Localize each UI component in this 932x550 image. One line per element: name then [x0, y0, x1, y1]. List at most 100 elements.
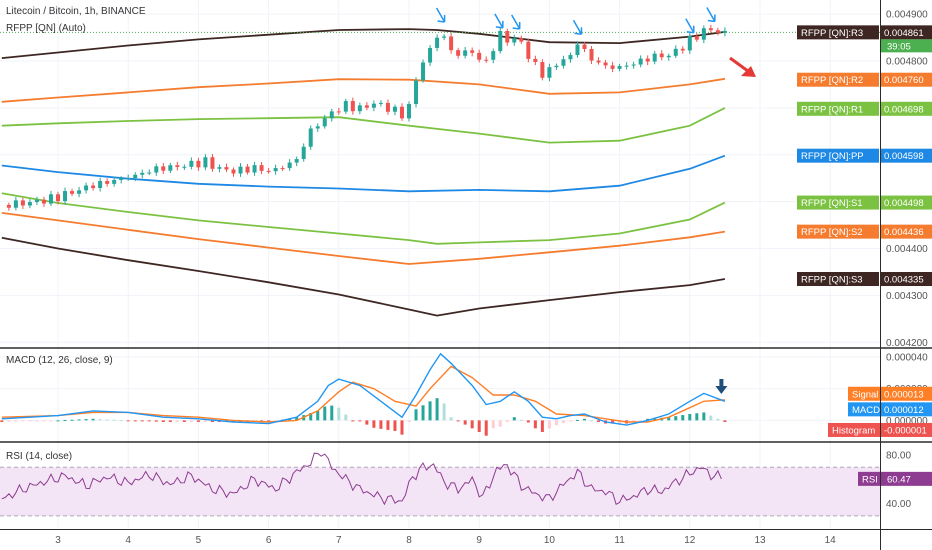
pivot-tag-label-box	[797, 101, 879, 116]
macd-histogram-bar	[210, 420, 214, 422]
macd-tag-label: Histogram	[832, 425, 875, 436]
pivot-lines	[0, 28, 880, 317]
candle-body	[561, 59, 566, 66]
candle-body	[582, 44, 587, 50]
pivot-tag-s1: RFPP [QN]:S1 0.004498	[797, 195, 932, 210]
macd-histogram-bar	[393, 420, 397, 431]
candle-body	[680, 48, 685, 51]
macd-pane	[0, 352, 880, 436]
macd-histogram-bar	[154, 420, 158, 422]
candle-body	[48, 194, 53, 204]
candle-body	[70, 191, 75, 194]
macd-histogram-bar	[351, 420, 355, 422]
candle-body	[364, 105, 369, 108]
candle-body	[112, 180, 117, 184]
candle-body	[491, 51, 496, 60]
macd-histogram-bar	[161, 420, 165, 422]
pivot-tag-label: RFPP [QN]:S1	[801, 198, 863, 209]
candle-body	[63, 191, 68, 202]
candle-body	[329, 111, 334, 119]
candle-body	[77, 190, 82, 194]
candle-body	[280, 168, 285, 170]
macd-histogram-bar	[386, 420, 390, 430]
candle-body	[708, 28, 713, 31]
down-arrow-marker	[572, 19, 583, 35]
macd-histogram-bar	[42, 420, 46, 422]
macd-histogram-bar	[337, 407, 341, 421]
time-tick-label: 11	[614, 535, 625, 546]
macd-tag-macd: MACD 0.000012	[848, 402, 932, 417]
candle-body	[498, 30, 503, 52]
candle-body	[34, 199, 39, 203]
candle-body	[98, 181, 103, 189]
pivot-tag-label: RFPP [QN]:S2	[801, 227, 863, 238]
macd-histogram-bar	[470, 420, 474, 429]
candle-body	[463, 50, 468, 56]
rsi-pane	[0, 452, 880, 517]
pivot-tag-s3: RFPP [QN]:S3 0.004335	[797, 272, 932, 287]
pivot-tag-label: RFPP [QN]:R2	[801, 75, 863, 86]
macd-histogram-bar	[168, 420, 172, 422]
macd-histogram-bar	[590, 420, 594, 422]
candle-body	[407, 103, 411, 119]
down-arrow-marker	[685, 18, 695, 34]
candle-body	[84, 185, 89, 191]
price-tick-label: 0.004200	[886, 338, 928, 349]
macd-histogram-bar	[330, 405, 334, 421]
macd-tag-value-box	[881, 386, 932, 401]
down-arrow-marker	[435, 7, 446, 23]
candle-body	[126, 178, 131, 180]
rsi-title: RSI (14, close)	[6, 451, 72, 462]
macd-histogram-bar	[400, 420, 404, 435]
candle-body	[638, 58, 643, 65]
candle-body	[175, 165, 180, 167]
rsi-band	[0, 467, 880, 516]
macd-histogram-bar	[323, 406, 327, 421]
macd-histogram-bar	[309, 412, 313, 421]
rsi-tick-label: 40.00	[886, 499, 911, 510]
macd-histogram-bar	[407, 420, 411, 422]
macd-histogram-bar	[561, 420, 565, 424]
candle-body	[105, 181, 110, 184]
macd-histogram-bar	[653, 418, 657, 421]
macd-histogram-bar	[716, 418, 720, 421]
pivot-tag-label: RFPP [QN]:S3	[801, 275, 863, 286]
candle-body	[526, 41, 531, 59]
macd-histogram-bar	[597, 420, 601, 422]
candle-body	[315, 126, 320, 129]
macd-histogram-bar	[547, 420, 551, 429]
pivot-tag-r1: RFPP [QN]:R1 0.004698	[797, 101, 932, 116]
macd-histogram-bar	[456, 420, 460, 422]
candle-body	[56, 194, 60, 202]
rsi-tick-label: 80.00	[886, 451, 911, 462]
macd-histogram-bar	[484, 420, 488, 436]
candle-body	[722, 30, 727, 33]
candle-body	[399, 106, 404, 119]
candle-body	[624, 65, 629, 67]
macd-histogram-bar	[519, 419, 523, 421]
rsi-line	[1, 452, 722, 506]
macd-histogram-bar	[372, 420, 376, 428]
candle-body	[617, 66, 622, 69]
pivot-tag-value-box	[881, 224, 932, 239]
red-arrow-head	[741, 66, 756, 77]
time-tick-label: 4	[125, 535, 131, 546]
time-tick-label: 14	[825, 535, 837, 546]
countdown-text: 39:05	[887, 41, 911, 52]
macd-histogram-bar	[77, 419, 81, 421]
macd-histogram-bar	[105, 419, 109, 421]
pivot-tag-value-box	[881, 101, 932, 116]
pivot-tag-label: RFPP [QN]:R1	[801, 104, 863, 115]
candle-body	[245, 166, 250, 173]
macd-histogram-bar	[84, 419, 88, 421]
macd-histogram-bar	[723, 420, 727, 422]
candle-body	[238, 166, 243, 174]
macd-histogram-bar	[674, 416, 678, 421]
time-tick-label: 7	[336, 535, 342, 546]
macd-histogram-bar	[540, 420, 544, 433]
time-tick-label: 12	[684, 535, 696, 546]
macd-histogram-bar	[56, 420, 60, 422]
candle-body	[456, 50, 461, 56]
